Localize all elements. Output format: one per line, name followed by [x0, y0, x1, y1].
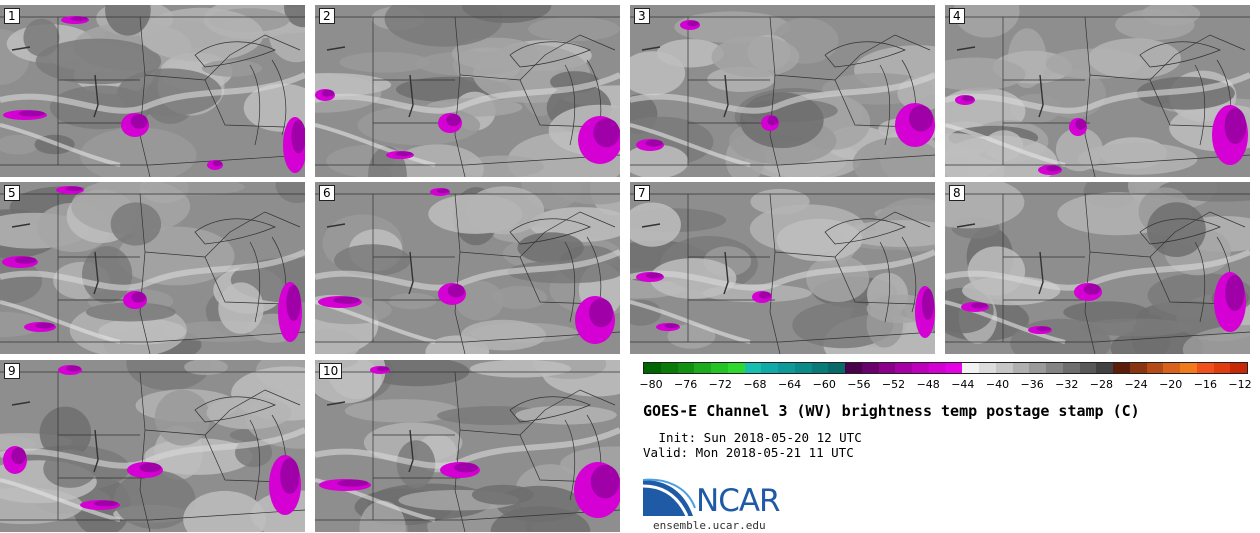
colorbar-tick-label: −52	[881, 378, 906, 391]
colorbar-tick-label: −68	[743, 378, 767, 391]
colorbar-segment	[962, 363, 979, 373]
panel-number-label: 9	[4, 363, 20, 379]
colorbar-segment	[995, 363, 1013, 373]
panel-number-label: 4	[949, 8, 965, 24]
colorbar-segment	[727, 363, 745, 373]
colorbar-segment	[1079, 363, 1097, 373]
colorbar-segment	[811, 363, 829, 373]
colorbar-segment	[1012, 363, 1030, 373]
colorbar-segment	[677, 363, 695, 373]
map-panel-2: 2	[315, 5, 620, 177]
colorbar-segment	[928, 363, 946, 373]
panel-number-label: 5	[4, 185, 20, 201]
panel-number-label: 8	[949, 185, 965, 201]
colorbar-segment	[845, 363, 862, 373]
colorbar-tick-label: −32	[1055, 378, 1079, 391]
panel-number-label: 3	[634, 8, 650, 24]
colorbar-tick-label: −28	[1089, 378, 1114, 391]
colorbar-tick-label: −44	[951, 378, 975, 391]
panel-number-label: 6	[319, 185, 335, 201]
colorbar-tick-label: −20	[1159, 378, 1183, 391]
colorbar-tick-label: −64	[777, 378, 802, 391]
colorbar-tick-label: −72	[708, 378, 732, 391]
colorbar-segment	[1129, 363, 1147, 373]
colorbar-segment	[1146, 363, 1164, 373]
colorbar-segment	[1029, 363, 1046, 373]
colorbar-segment	[1230, 363, 1247, 373]
colorbar-tick-label: −12	[1228, 378, 1252, 391]
colorbar-tick-label: −36	[1020, 378, 1044, 391]
colorbar-tick-label: −56	[847, 378, 871, 391]
panel-number-label: 1	[4, 8, 20, 24]
colorbar-segment	[778, 363, 795, 373]
map-panel-6: 6	[315, 182, 620, 354]
colorbar-segment	[861, 363, 879, 373]
colorbar-segment	[1062, 363, 1080, 373]
map-panel-4: 4	[945, 5, 1250, 177]
colorbar-segment	[979, 363, 996, 373]
colorbar-tick-label: −76	[674, 378, 698, 391]
colorbar-segment	[1213, 363, 1231, 373]
map-panel-5: 5	[0, 182, 305, 354]
map-panel-9: 9	[0, 360, 305, 532]
map-panel-10: 10	[315, 360, 620, 532]
colorbar-segment	[895, 363, 912, 373]
colorbar-segment	[761, 363, 778, 373]
colorbar-tick-label: −16	[1193, 378, 1217, 391]
colorbar-segment	[1096, 363, 1113, 373]
panel-number-label: 10	[319, 363, 343, 379]
website-url: ensemble.ucar.edu	[653, 519, 766, 532]
colorbar	[643, 362, 1248, 374]
colorbar-segment	[1113, 363, 1130, 373]
figure-title: GOES-E Channel 3 (WV) brightness temp po…	[643, 402, 1140, 420]
colorbar-segment	[660, 363, 678, 373]
map-panel-3: 3	[630, 5, 935, 177]
colorbar-segment	[912, 363, 929, 373]
colorbar-tick-label: −40	[985, 378, 1010, 391]
panel-number-label: 7	[634, 185, 650, 201]
colorbar-segment	[1163, 363, 1180, 373]
ncar-logo-text: NCAR	[696, 483, 781, 519]
colorbar-segment	[878, 363, 896, 373]
colorbar-segment	[744, 363, 762, 373]
map-panel-8: 8	[945, 182, 1250, 354]
ncar-logo-icon	[643, 478, 696, 517]
colorbar-tick-label: −80	[639, 378, 663, 391]
colorbar-tick-label: −60	[812, 378, 836, 391]
colorbar-segment	[1046, 363, 1063, 373]
colorbar-segment	[644, 363, 661, 373]
init-time: Init: Sun 2018-05-20 12 UTC	[651, 430, 862, 445]
valid-time: Valid: Mon 2018-05-21 11 UTC	[643, 445, 854, 460]
colorbar-segment	[794, 363, 812, 373]
panel-number-label: 2	[319, 8, 335, 24]
colorbar-segment	[1196, 363, 1214, 373]
colorbar-tick-label: −24	[1124, 378, 1148, 391]
map-panel-1: 1	[0, 5, 305, 177]
colorbar-segment	[694, 363, 711, 373]
map-panel-7: 7	[630, 182, 935, 354]
colorbar-ticks: −80 −76 −72 −68 −64 −60 −56 −52 −48 −44 −40 −36 −32−…	[639, 378, 1252, 392]
colorbar-segment	[1180, 363, 1197, 373]
colorbar-segment	[828, 363, 845, 373]
colorbar-segment	[711, 363, 728, 373]
colorbar-tick-label: −48	[916, 378, 940, 391]
colorbar-segment	[945, 363, 963, 373]
